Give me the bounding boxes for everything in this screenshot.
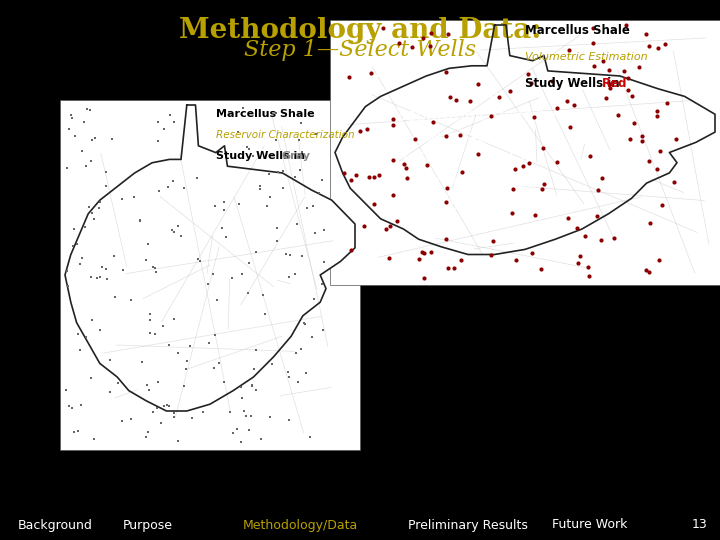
Text: Vertical wells: Vertical wells xyxy=(393,85,503,103)
Text: •: • xyxy=(379,107,389,125)
Text: Reservoir Characterization: Reservoir Characterization xyxy=(216,130,355,140)
Text: 13: 13 xyxy=(692,518,708,531)
Text: Background: Background xyxy=(17,518,92,531)
Text: Step 1—Select Wells: Step 1—Select Wells xyxy=(244,39,476,61)
Text: Red: Red xyxy=(602,77,628,90)
Text: ▪: ▪ xyxy=(403,152,413,167)
Polygon shape xyxy=(335,25,715,254)
Polygon shape xyxy=(65,105,355,411)
Text: GR, POR, RES: GR, POR, RES xyxy=(417,151,530,169)
Text: Gray: Gray xyxy=(282,151,311,161)
Text: Study Wells in: Study Wells in xyxy=(525,77,624,90)
Text: Log availability: Log availability xyxy=(393,129,518,147)
Text: •: • xyxy=(379,85,389,103)
Text: ▪: ▪ xyxy=(403,197,413,212)
Text: Purpose: Purpose xyxy=(123,518,173,531)
FancyBboxPatch shape xyxy=(330,20,720,285)
Text: Methodology and Data:: Methodology and Data: xyxy=(179,17,541,44)
Text: Geographic distribution: Geographic distribution xyxy=(393,107,588,125)
Text: Marcellus Shale: Marcellus Shale xyxy=(525,24,630,37)
Text: Based on: Based on xyxy=(375,63,452,81)
Text: Preliminary Results: Preliminary Results xyxy=(408,518,528,531)
Text: Newest vintage: Newest vintage xyxy=(417,173,546,191)
Text: ▪: ▪ xyxy=(403,174,413,190)
Text: Future Work: Future Work xyxy=(552,518,628,531)
Text: Study Wells in: Study Wells in xyxy=(216,151,309,161)
Text: Digital data: Digital data xyxy=(417,195,513,213)
Text: Marcellus Shale: Marcellus Shale xyxy=(216,109,315,119)
Text: Methodology/Data: Methodology/Data xyxy=(243,518,358,531)
FancyBboxPatch shape xyxy=(60,100,360,450)
Text: •: • xyxy=(379,129,389,147)
Text: Volumetric Estimation: Volumetric Estimation xyxy=(525,52,647,62)
